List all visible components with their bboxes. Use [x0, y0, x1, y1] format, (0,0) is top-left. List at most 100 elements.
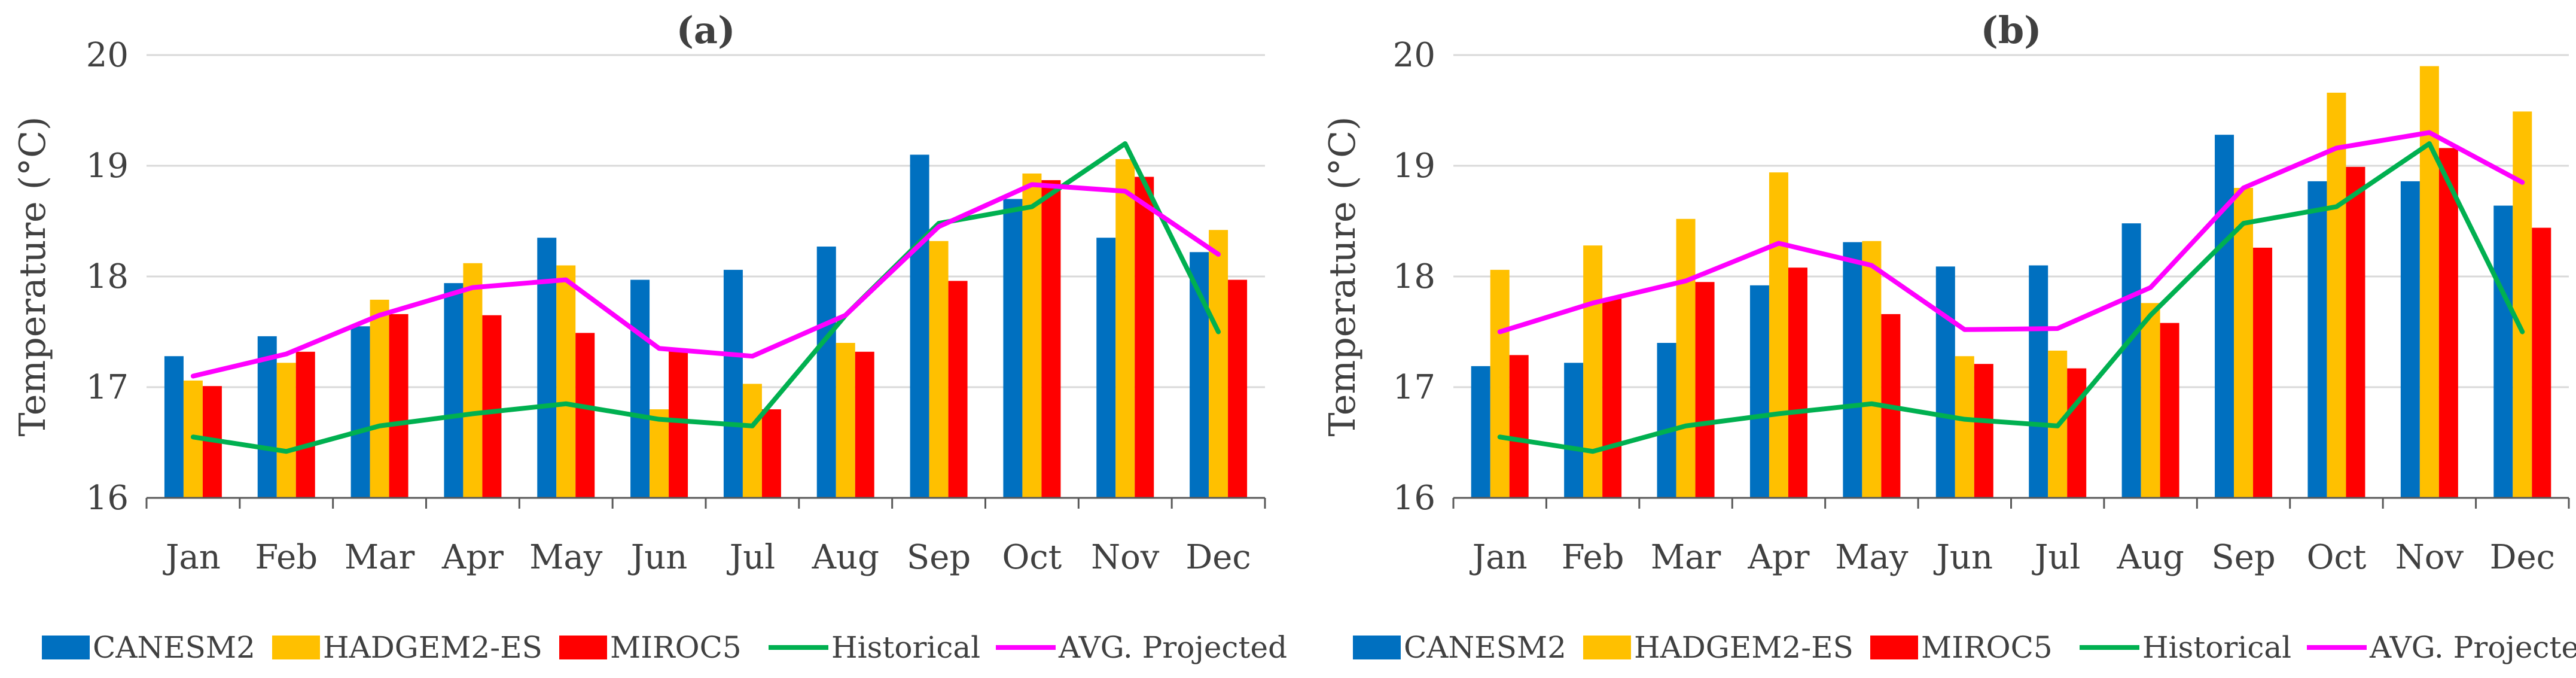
bar-canesm2-feb [1564, 363, 1584, 498]
x-tick-label: Jul [727, 538, 775, 577]
bar-miroc5-nov [1135, 177, 1154, 498]
bar-canesm2-nov [2400, 181, 2420, 498]
x-tick-label: Dec [2490, 538, 2555, 577]
bar-canesm2-may [1843, 242, 1862, 498]
bar-hadgem2-es-mar [370, 299, 389, 498]
bar-canesm2-oct [1003, 199, 1023, 498]
bar-canesm2-dec [2493, 205, 2513, 498]
x-tick-label: Mar [345, 538, 415, 577]
bar-hadgem2-es-aug [2141, 303, 2160, 498]
legend-label: AVG. Projected [1058, 630, 1287, 665]
bar-hadgem2-es-feb [276, 363, 296, 498]
legend-label: MIROC5 [1921, 630, 2053, 665]
bar-canesm2-may [537, 238, 557, 498]
bar-hadgem2-es-mar [1676, 218, 1696, 498]
x-tick-label: May [529, 538, 603, 577]
bar-hadgem2-es-apr [1769, 172, 1788, 498]
bar-canesm2-jul [2029, 265, 2048, 498]
x-tick-label: Oct [1002, 538, 1062, 577]
bar-hadgem2-es-sep [929, 241, 949, 498]
legend-label: HADGEM2-ES [323, 630, 542, 665]
bar-canesm2-nov [1096, 238, 1116, 498]
x-tick-label: Nov [2395, 538, 2464, 577]
bar-canesm2-aug [816, 247, 836, 498]
x-tick-label: Aug [2116, 538, 2184, 577]
y-tick-label: 19 [86, 147, 129, 186]
bar-hadgem2-es-nov [1115, 159, 1135, 498]
bar-hadgem2-es-dec [2513, 111, 2532, 498]
bar-canesm2-jan [1471, 366, 1490, 498]
legend-swatch [1353, 636, 1401, 659]
x-tick-label: May [1835, 538, 1909, 577]
bar-miroc5-jun [669, 350, 688, 498]
bar-miroc5-dec [2532, 227, 2551, 498]
x-tick-label: Jun [1933, 538, 1993, 577]
bar-miroc5-apr [1788, 267, 1807, 498]
bar-canesm2-feb [257, 336, 277, 498]
x-tick-label: Sep [2211, 538, 2275, 577]
legend-swatch [1583, 636, 1631, 659]
bar-canesm2-mar [350, 326, 370, 498]
bar-canesm2-jul [723, 269, 743, 498]
x-tick-label: Jan [163, 538, 221, 577]
bar-miroc5-mar [1695, 282, 1715, 498]
bar-miroc5-apr [482, 315, 502, 498]
line-historical [190, 141, 1221, 454]
x-tick-label: Aug [812, 538, 879, 577]
y-tick-label: 20 [86, 36, 129, 75]
bar-miroc5-oct [2346, 166, 2365, 498]
bar-hadgem2-es-oct [1022, 173, 1042, 498]
x-tick-label: Jun [628, 538, 688, 577]
x-tick-label: Sep [907, 538, 971, 577]
bar-miroc5-jul [761, 409, 781, 498]
bar-hadgem2-es-jun [1955, 356, 1974, 498]
x-tick-label: Dec [1185, 538, 1251, 577]
x-tick-label: Jan [1470, 538, 1528, 577]
x-tick-label: Jul [2032, 538, 2080, 577]
bar-hadgem2-es-sep [2234, 188, 2254, 498]
bar-hadgem2-es-apr [463, 263, 483, 498]
y-tick-label: 18 [86, 257, 129, 296]
x-tick-label: Feb [255, 538, 318, 577]
bar-miroc5-sep [2253, 247, 2273, 498]
bar-canesm2-apr [1749, 285, 1769, 498]
bar-hadgem2-es-may [1862, 241, 1882, 498]
legend-label: Historical [831, 630, 980, 665]
legend-swatch [272, 636, 320, 659]
bar-miroc5-oct [1041, 180, 1061, 498]
bar-canesm2-apr [444, 283, 464, 498]
chart-title: (b) [1980, 8, 2041, 52]
bar-canesm2-sep [910, 154, 929, 498]
x-tick-label: Apr [1747, 538, 1809, 577]
bar-canesm2-aug [2121, 223, 2141, 498]
y-tick-label: 19 [1393, 147, 1435, 186]
legend-label: CANESM2 [1404, 630, 1566, 665]
y-tick-label: 20 [1393, 36, 1435, 75]
bar-canesm2-jan [164, 356, 184, 498]
y-axis-title: Temperature (°C) [1322, 117, 1364, 437]
y-tick-label: 18 [1393, 257, 1435, 296]
x-tick-label: Mar [1651, 538, 1721, 577]
legend-label: MIROC5 [610, 630, 742, 665]
y-tick-label: 16 [86, 479, 129, 518]
y-tick-label: 16 [1393, 479, 1435, 518]
line-historical [1497, 141, 2525, 454]
bar-miroc5-dec [1228, 279, 1248, 498]
y-tick-label: 17 [1393, 368, 1435, 407]
legend-label: Historical [2142, 630, 2291, 665]
x-tick-label: Oct [2307, 538, 2367, 577]
bar-miroc5-feb [295, 351, 315, 498]
x-tick-label: Apr [441, 538, 504, 577]
bar-hadgem2-es-may [556, 265, 576, 498]
bar-hadgem2-es-aug [836, 343, 855, 498]
legend-swatch [42, 636, 90, 659]
bar-canesm2-sep [2215, 135, 2234, 498]
chart-panel-a: (a) Temperature (°C) 16 17 18 19 20 Jan Feb Mar Ap… [12, 8, 1287, 665]
bar-hadgem2-es-feb [1583, 245, 1603, 498]
line-avg-projected [1497, 130, 2525, 335]
y-tick-label: 17 [86, 368, 129, 407]
chart-title: (a) [676, 8, 736, 52]
bar-miroc5-feb [1602, 299, 1622, 498]
legend-label: CANESM2 [93, 630, 255, 665]
